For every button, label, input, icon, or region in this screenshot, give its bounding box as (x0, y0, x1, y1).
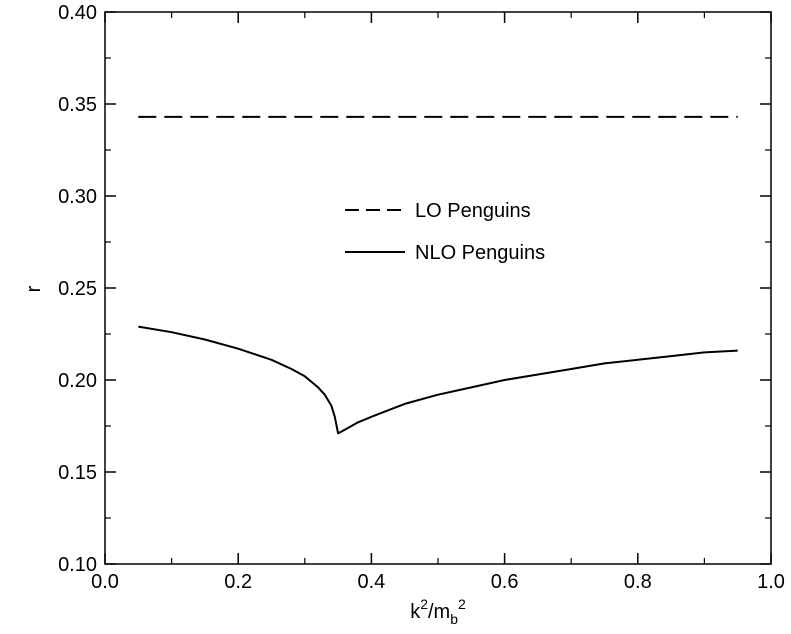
x-tick-label: 0.8 (624, 571, 652, 593)
x-tick-label: 1.0 (757, 571, 785, 593)
y-tick-label: 0.25 (58, 278, 97, 300)
ticks (104, 11, 772, 565)
legend-label-nlo: NLO Penguins (415, 242, 545, 264)
legend-label-lo: LO Penguins (415, 200, 531, 222)
y-tick-label: 0.40 (58, 2, 97, 24)
x-tick-label: 0.4 (357, 571, 385, 593)
y-tick-label: 0.35 (58, 94, 97, 116)
x-tick-label: 0.2 (224, 571, 252, 593)
series-line-nlo (138, 325, 738, 435)
y-tick-label: 0.30 (58, 186, 97, 208)
x-axis-title: k2/mb2 (410, 596, 466, 627)
y-tick-label: 0.10 (58, 554, 97, 576)
series-layer (138, 115, 738, 435)
tick-labels: 0.10 0.15 0.20 0.25 0.30 0.35 0.40 0.0 0.2 0.4 0.6… (58, 2, 785, 593)
x-tick-label: 0.6 (491, 571, 519, 593)
y-tick-label: 0.20 (58, 370, 97, 392)
y-tick-label: 0.15 (58, 462, 97, 484)
y-axis-title: r (23, 285, 45, 292)
legend: LO Penguins NLO Penguins (345, 200, 545, 264)
x-tick-label: 0.0 (91, 571, 119, 593)
plot-frame (104, 11, 772, 565)
